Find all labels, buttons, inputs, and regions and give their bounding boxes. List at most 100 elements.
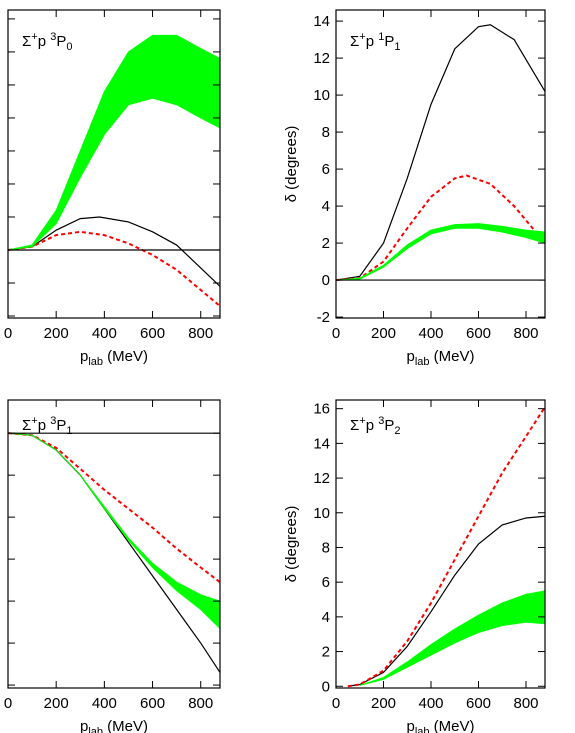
x-tick-label: 200 <box>44 325 69 342</box>
x-tick-label: 0 <box>4 695 12 712</box>
x-tick-label: 600 <box>140 325 165 342</box>
x-label-symbol: p <box>80 348 88 365</box>
x-tick-label: 200 <box>44 695 69 712</box>
x-tick-label: 0 <box>4 325 12 342</box>
curve <box>8 216 220 287</box>
x-tick-label: 400 <box>418 325 443 342</box>
y-tick-label: -2 <box>317 309 330 326</box>
title-charge: + <box>359 415 365 427</box>
x-label-subscript: lab <box>415 726 430 733</box>
curve <box>8 230 220 307</box>
title-j: 1 <box>66 425 72 437</box>
title-particle: p <box>366 33 379 50</box>
title-wave: P <box>56 33 66 50</box>
x-tick-label: 800 <box>513 695 538 712</box>
y-axis-label: δ (degrees) <box>283 126 300 203</box>
title-wave: P <box>384 417 394 434</box>
x-axis-label: plab (MeV) <box>406 718 474 733</box>
title-base: Σ <box>350 33 359 50</box>
title-particle: p <box>38 417 51 434</box>
x-tick-label: 0 <box>332 695 340 712</box>
y-tick-label: 12 <box>313 470 330 487</box>
x-label-subscript: lab <box>88 726 103 733</box>
y-tick-label: 6 <box>322 574 330 591</box>
x-label-unit: (MeV) <box>103 718 148 733</box>
uncertainty-band <box>8 432 220 630</box>
x-tick-label: 0 <box>332 325 340 342</box>
x-tick-label: 600 <box>140 695 165 712</box>
title-j: 1 <box>394 41 400 53</box>
curve <box>347 406 545 688</box>
curve <box>336 24 545 281</box>
title-particle: p <box>366 417 379 434</box>
y-tick-label: 14 <box>313 435 330 452</box>
y-axis-label: δ (degrees) <box>283 506 300 583</box>
uncertainty-band <box>8 34 220 251</box>
x-tick-label: 400 <box>418 695 443 712</box>
x-tick-label: 400 <box>92 695 117 712</box>
uncertainty-band <box>359 590 545 686</box>
x-tick-label: 800 <box>188 325 213 342</box>
curve <box>336 174 545 282</box>
title-charge: + <box>359 31 365 43</box>
y-tick-label: 14 <box>313 13 330 30</box>
curve <box>8 432 220 583</box>
plot-area <box>8 432 220 673</box>
x-label-symbol: p <box>406 348 414 365</box>
title-charge: + <box>31 31 37 43</box>
x-label-unit: (MeV) <box>430 718 475 733</box>
title-base: Σ <box>22 417 31 434</box>
y-tick-label: 0 <box>322 678 330 695</box>
x-label-unit: (MeV) <box>430 348 475 365</box>
x-tick-label: 800 <box>513 325 538 342</box>
y-tick-label: 12 <box>313 50 330 67</box>
title-j: 0 <box>66 41 72 53</box>
y-tick-label: 10 <box>313 87 330 104</box>
x-axis-label: plab (MeV) <box>80 348 148 368</box>
x-tick-label: 200 <box>371 695 396 712</box>
y-tick-label: 0 <box>322 272 330 289</box>
title-spin: 3 <box>50 31 56 43</box>
x-label-subscript: lab <box>88 356 103 368</box>
y-tick-label: 2 <box>322 235 330 252</box>
y-tick-label: 10 <box>313 505 330 522</box>
title-spin: 3 <box>50 415 56 427</box>
x-label-subscript: lab <box>415 356 430 368</box>
x-tick-label: 800 <box>188 695 213 712</box>
panel-title: Σ+p 3P2 <box>350 415 401 437</box>
panel-title: Σ+p 3P0 <box>22 31 73 53</box>
title-wave: P <box>384 33 394 50</box>
frame <box>7 9 221 319</box>
x-tick-label: 600 <box>466 695 491 712</box>
x-tick-label: 600 <box>466 325 491 342</box>
x-label-symbol: p <box>80 718 88 733</box>
x-label-symbol: p <box>406 718 414 733</box>
title-wave: P <box>56 417 66 434</box>
frame <box>335 9 546 319</box>
y-tick-label: 6 <box>322 161 330 178</box>
x-axis-label: plab (MeV) <box>406 348 474 368</box>
title-j: 2 <box>394 425 400 437</box>
panel-title: Σ+p 1P1 <box>350 31 401 53</box>
curve <box>347 515 545 687</box>
y-tick-label: 8 <box>322 124 330 141</box>
frame <box>335 399 546 689</box>
y-tick-label: 8 <box>322 539 330 556</box>
title-base: Σ <box>22 33 31 50</box>
y-tick-label: 4 <box>322 609 330 626</box>
plot-area <box>8 34 220 307</box>
y-tick-label: 4 <box>322 198 330 215</box>
x-tick-label: 400 <box>92 325 117 342</box>
title-spin: 1 <box>378 31 384 43</box>
frame <box>7 399 221 689</box>
plot-area <box>347 406 545 688</box>
uncertainty-band <box>336 223 545 281</box>
curve <box>8 432 220 673</box>
title-spin: 3 <box>378 415 384 427</box>
y-tick-label: 16 <box>313 401 330 418</box>
